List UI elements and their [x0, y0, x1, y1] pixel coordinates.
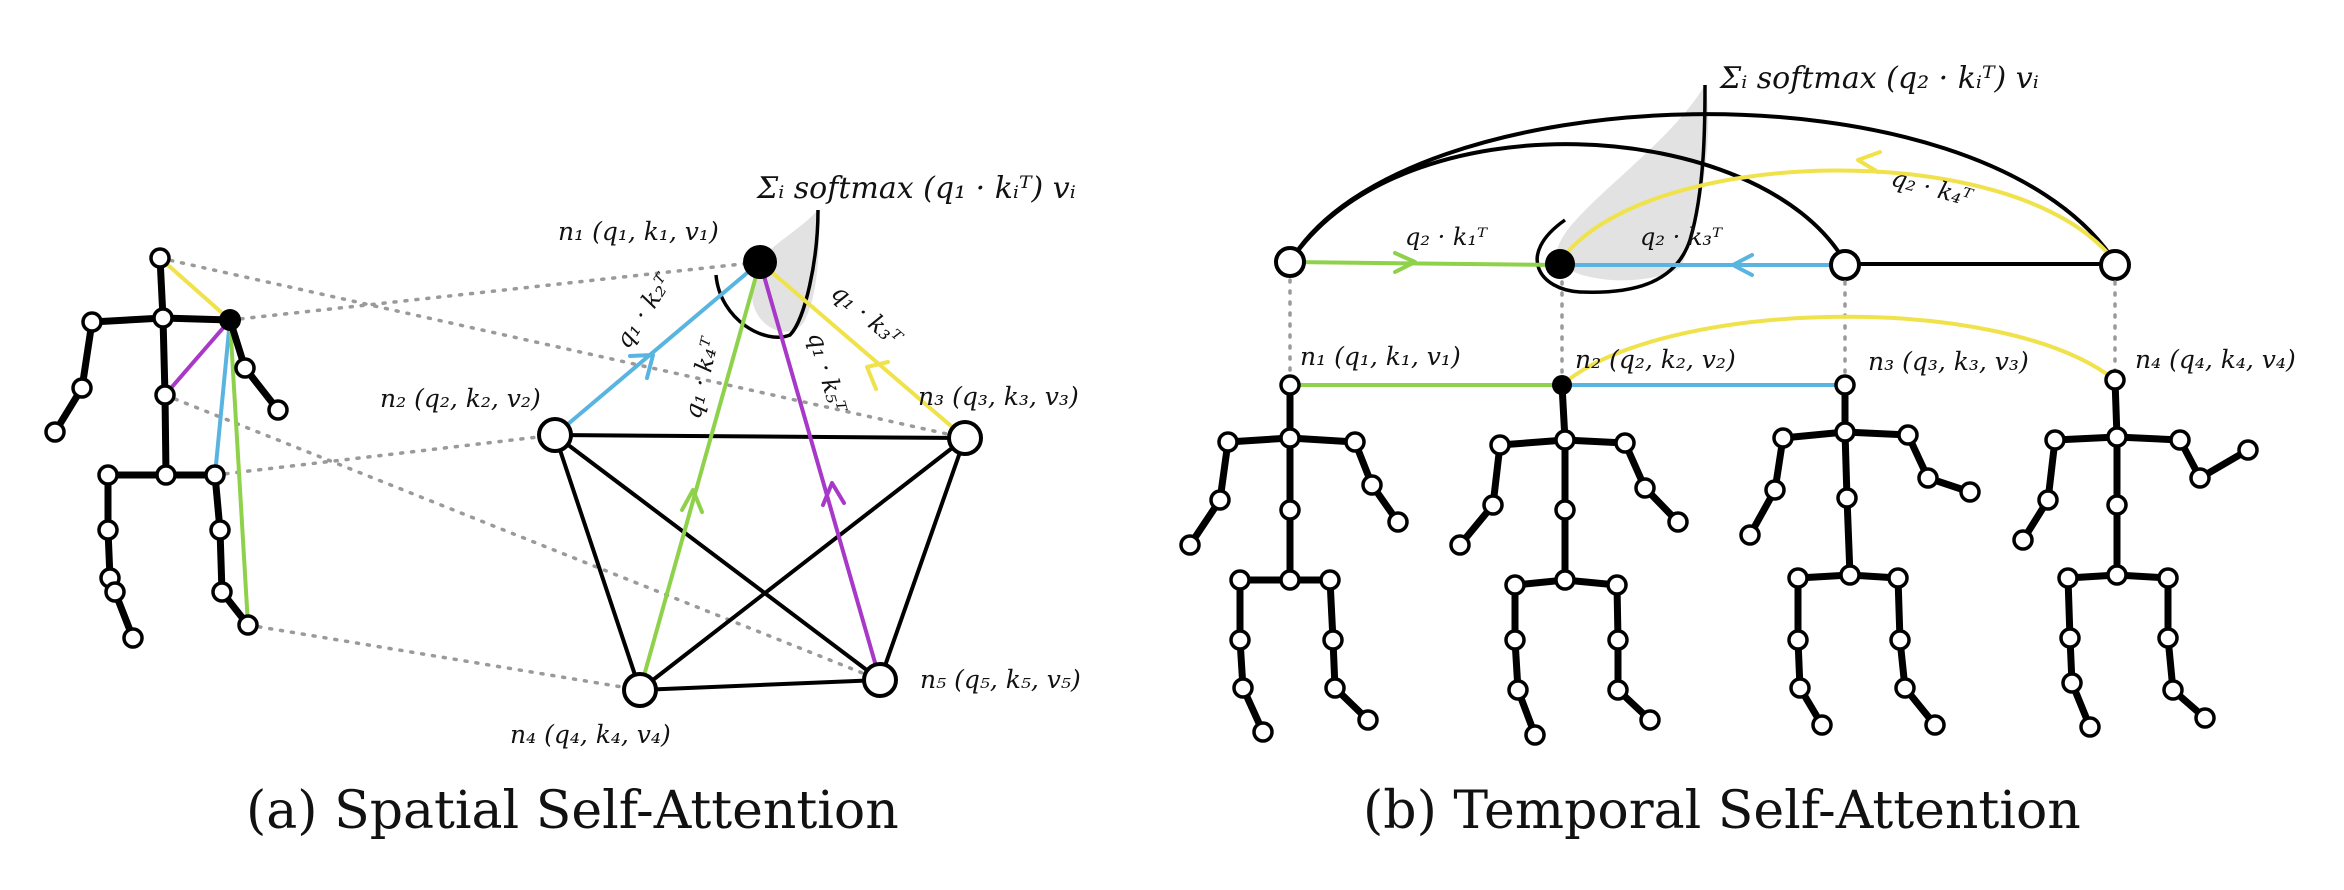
spatial-softmax-lobe: [714, 209, 820, 339]
temporal-edge-label-24: q₂ · k₄ᵀ: [1888, 164, 1975, 213]
spatial-label-n2: n₂ (q₂, k₂, v₂): [380, 384, 541, 413]
temporal-panel: Σᵢ softmax (q₂ · kᵢᵀ) vᵢ q₂ · k₁ᵀ q₂ · k…: [1179, 61, 2296, 746]
temporal-skeleton-1: [1179, 374, 1409, 743]
spatial-skeleton: [44, 247, 289, 649]
caption-spatial: (a) Spatial Self-Attention: [246, 781, 899, 841]
temporal-skeleton-links: [1290, 314, 2117, 387]
temporal-node-n2: [1545, 249, 1575, 279]
spatial-edge-label-15: q₁ · k₅ᵀ: [802, 329, 852, 417]
temporal-node-n1: [1274, 246, 1306, 278]
temporal-label-n3: n₃ (q₃, k₃, v₃): [1868, 347, 2029, 376]
spatial-label-n1: n₁ (q₁, k₁, v₁): [558, 217, 719, 246]
temporal-skeleton-3: [1739, 374, 1981, 736]
spatial-node-n4: [622, 672, 658, 708]
temporal-formula: Σᵢ softmax (q₂ · kᵢᵀ) vᵢ: [1719, 61, 2039, 96]
skeleton-query-joint: [219, 309, 241, 331]
spatial-label-n4: n₄ (q₄, k₄, v₄): [510, 720, 671, 749]
spatial-edge-label-13: q₁ · k₃ᵀ: [826, 278, 908, 353]
temporal-softmax-lobe: [1535, 84, 1709, 295]
temporal-node-n4: [2099, 249, 2131, 281]
temporal-edge-label-21: q₂ · k₁ᵀ: [1405, 223, 1488, 251]
spatial-formula: Σᵢ softmax (q₁ · kᵢᵀ) vᵢ: [756, 171, 1076, 206]
temporal-attention-edges: [1289, 251, 1845, 277]
spatial-graph-nodes: [537, 245, 983, 708]
skeleton-attention-lines: [158, 256, 250, 626]
spatial-node-n5: [862, 662, 898, 698]
temporal-label-n1: n₁ (q₁, k₁, v₁): [1300, 342, 1461, 371]
temporal-skeleton-4: [2012, 369, 2259, 738]
temporal-skeleton-2: [1449, 375, 1689, 746]
spatial-node-n2: [537, 417, 573, 453]
spatial-correspondence-lines: [158, 256, 967, 692]
temporal-edge-label-23: q₂ · k₃ᵀ: [1640, 223, 1723, 251]
spatial-node-n1: [743, 245, 777, 279]
temporal-arcs: [1288, 112, 2117, 266]
spatial-panel: Σᵢ softmax (q₁ · kᵢᵀ) vᵢ n₁ (q₁, k₁, v₁)…: [44, 171, 1081, 749]
spatial-attention-edges: [553, 260, 967, 691]
spatial-label-n3: n₃ (q₃, k₃, v₃): [918, 382, 1079, 411]
temporal-node-n3: [1829, 249, 1861, 281]
temporal-label-n4: n₄ (q₄, k₄, v₄): [2135, 345, 2296, 374]
spatial-graph-edges: [553, 433, 967, 692]
caption-temporal: (b) Temporal Self-Attention: [1363, 781, 2081, 841]
spatial-label-n5: n₅ (q₅, k₅, v₅): [920, 665, 1081, 694]
spatial-node-n3: [947, 420, 983, 456]
temporal-label-n2: n₂ (q₂, k₂, v₂): [1575, 345, 1736, 374]
temporal-graph-nodes: [1274, 246, 2131, 281]
